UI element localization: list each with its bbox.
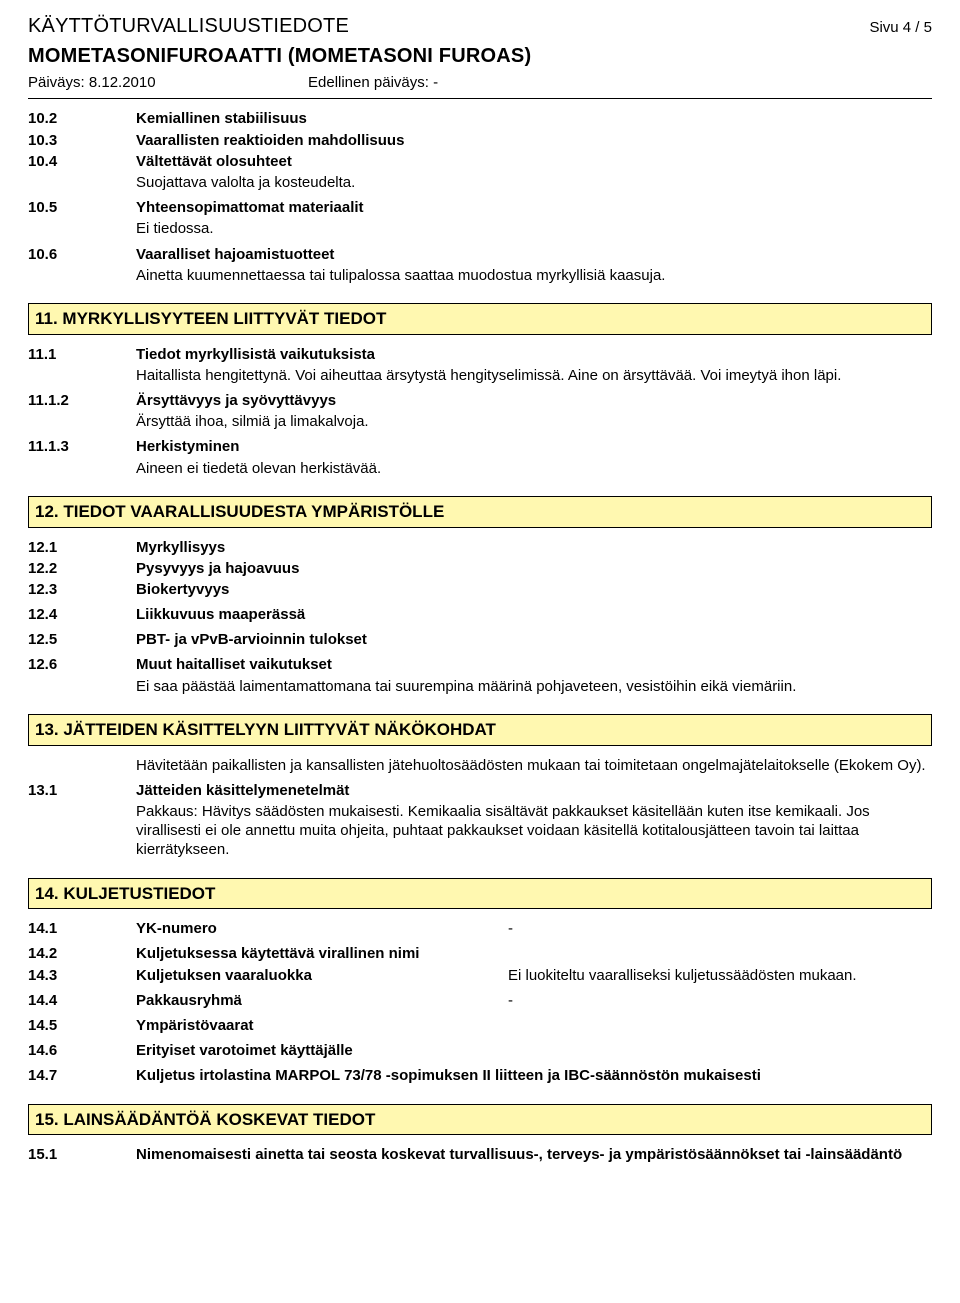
section-13-bar: 13. JÄTTEIDEN KÄSITTELYYN LIITTYVÄT NÄKÖ… — [28, 714, 932, 746]
num-12-5: 12.5 — [28, 630, 136, 649]
num-14-3: 14.3 — [28, 966, 136, 985]
label-15-1: Nimenomaisesti ainetta tai seosta koskev… — [136, 1145, 902, 1164]
row-15-1: 15.1 Nimenomaisesti ainetta tai seosta k… — [28, 1145, 932, 1164]
label-12-3: Biokertyvyys — [136, 580, 229, 599]
num-13-1: 13.1 — [28, 781, 136, 800]
row-14-2: 14.2 Kuljetuksessa käytettävä virallinen… — [28, 944, 932, 963]
row-12-5: 12.5 PBT- ja vPvB-arvioinnin tulokset — [28, 630, 932, 649]
row-14-1: 14.1 YK-numero - — [28, 919, 932, 938]
num-10-4: 10.4 — [28, 152, 136, 171]
doc-date: Päiväys: 8.12.2010 — [28, 73, 308, 92]
body-10-4: Suojattava valolta ja kosteudelta. — [136, 173, 932, 192]
row-12-2: 12.2 Pysyvyys ja hajoavuus — [28, 559, 932, 578]
label-12-1: Myrkyllisyys — [136, 538, 225, 557]
hdr-row-dates: Päiväys: 8.12.2010 Edellinen päiväys: - — [28, 73, 932, 92]
val-14-4: - — [508, 991, 513, 1010]
page-indicator: Sivu 4 / 5 — [869, 18, 932, 37]
num-15-1: 15.1 — [28, 1145, 136, 1164]
row-10-6: 10.6 Vaaralliset hajoamistuotteet — [28, 245, 932, 264]
num-14-6: 14.6 — [28, 1041, 136, 1060]
val-14-1: - — [508, 919, 513, 938]
label-10-4: Vältettävät olosuhteet — [136, 152, 292, 171]
num-10-5: 10.5 — [28, 198, 136, 217]
section-14-bar: 14. KULJETUSTIEDOT — [28, 878, 932, 910]
row-14-3: 14.3 Kuljetuksen vaaraluokka Ei luokitel… — [28, 966, 932, 985]
body-10-5: Ei tiedossa. — [136, 219, 932, 238]
row-10-5: 10.5 Yhteensopimattomat materiaalit — [28, 198, 932, 217]
intro-13: Hävitetään paikallisten ja kansallisten … — [136, 756, 932, 775]
num-12-6: 12.6 — [28, 655, 136, 674]
body-10-6: Ainetta kuumennettaessa tai tulipalossa … — [136, 266, 932, 285]
label-10-6: Vaaralliset hajoamistuotteet — [136, 245, 334, 264]
num-14-4: 14.4 — [28, 991, 136, 1010]
num-14-1: 14.1 — [28, 919, 136, 938]
label-14-6: Erityiset varotoimet käyttäjälle — [136, 1041, 508, 1060]
row-12-4: 12.4 Liikkuvuus maaperässä — [28, 605, 932, 624]
doc-header: KÄYTTÖTURVALLISUUSTIEDOTE Sivu 4 / 5 MOM… — [28, 14, 932, 99]
label-14-1: YK-numero — [136, 919, 508, 938]
row-12-1: 12.1 Myrkyllisyys — [28, 538, 932, 557]
label-12-6: Muut haitalliset vaikutukset — [136, 655, 332, 674]
doc-prev-date: Edellinen päiväys: - — [308, 73, 438, 92]
row-10-2: 10.2 Kemiallinen stabiilisuus — [28, 109, 932, 128]
row-13-1: 13.1 Jätteiden käsittelymenetelmät — [28, 781, 932, 800]
row-14-5: 14.5 Ympäristövaarat — [28, 1016, 932, 1035]
label-14-2: Kuljetuksessa käytettävä virallinen nimi — [136, 944, 508, 963]
label-10-2: Kemiallinen stabiilisuus — [136, 109, 307, 128]
row-12-3: 12.3 Biokertyvyys — [28, 580, 932, 599]
row-11-1-2: 11.1.2 Ärsyttävyys ja syövyttävyys — [28, 391, 932, 410]
row-11-1: 11.1 Tiedot myrkyllisistä vaikutuksista — [28, 345, 932, 364]
body-12-6: Ei saa päästää laimentamattomana tai suu… — [136, 677, 932, 696]
label-10-5: Yhteensopimattomat materiaalit — [136, 198, 364, 217]
row-12-6: 12.6 Muut haitalliset vaikutukset — [28, 655, 932, 674]
doc-title: KÄYTTÖTURVALLISUUSTIEDOTE — [28, 14, 349, 40]
label-10-3: Vaarallisten reaktioiden mahdollisuus — [136, 131, 404, 150]
section-15-bar: 15. LAINSÄÄDÄNTÖÄ KOSKEVAT TIEDOT — [28, 1104, 932, 1136]
label-11-1: Tiedot myrkyllisistä vaikutuksista — [136, 345, 375, 364]
label-14-7: Kuljetus irtolastina MARPOL 73/78 -sopim… — [136, 1066, 761, 1085]
body-13-1: Pakkaus: Hävitys säädösten mukaisesti. K… — [136, 802, 932, 860]
body-11-1-3: Aineen ei tiedetä olevan herkistävää. — [136, 459, 932, 478]
row-14-4: 14.4 Pakkausryhmä - — [28, 991, 932, 1010]
row-14-6: 14.6 Erityiset varotoimet käyttäjälle — [28, 1041, 932, 1060]
row-10-4: 10.4 Vältettävät olosuhteet — [28, 152, 932, 171]
label-12-4: Liikkuvuus maaperässä — [136, 605, 305, 624]
num-10-6: 10.6 — [28, 245, 136, 264]
num-12-2: 12.2 — [28, 559, 136, 578]
label-13-1: Jätteiden käsittelymenetelmät — [136, 781, 349, 800]
label-14-3: Kuljetuksen vaaraluokka — [136, 966, 508, 985]
body-11-1: Haitallista hengitettynä. Voi aiheuttaa … — [136, 366, 932, 385]
num-11-1: 11.1 — [28, 345, 136, 364]
num-11-1-2: 11.1.2 — [28, 391, 136, 410]
num-14-7: 14.7 — [28, 1066, 136, 1085]
num-12-1: 12.1 — [28, 538, 136, 557]
num-10-3: 10.3 — [28, 131, 136, 150]
hdr-row-1: KÄYTTÖTURVALLISUUSTIEDOTE Sivu 4 / 5 — [28, 14, 932, 40]
label-11-1-3: Herkistyminen — [136, 437, 239, 456]
row-11-1-3: 11.1.3 Herkistyminen — [28, 437, 932, 456]
section-12-bar: 12. TIEDOT VAARALLISUUDESTA YMPÄRISTÖLLE — [28, 496, 932, 528]
num-12-3: 12.3 — [28, 580, 136, 599]
row-10-3: 10.3 Vaarallisten reaktioiden mahdollisu… — [28, 131, 932, 150]
num-10-2: 10.2 — [28, 109, 136, 128]
row-14-7: 14.7 Kuljetus irtolastina MARPOL 73/78 -… — [28, 1066, 932, 1085]
label-14-4: Pakkausryhmä — [136, 991, 508, 1010]
label-11-1-2: Ärsyttävyys ja syövyttävyys — [136, 391, 336, 410]
num-11-1-3: 11.1.3 — [28, 437, 136, 456]
body-11-1-2: Ärsyttää ihoa, silmiä ja limakalvoja. — [136, 412, 932, 431]
num-14-2: 14.2 — [28, 944, 136, 963]
doc-subtitle: MOMETASONIFUROAATTI (MOMETASONI FUROAS) — [28, 44, 932, 70]
section-11-bar: 11. MYRKYLLISYYTEEN LIITTYVÄT TIEDOT — [28, 303, 932, 335]
label-12-5: PBT- ja vPvB-arvioinnin tulokset — [136, 630, 367, 649]
val-14-3: Ei luokiteltu vaaralliseksi kuljetussääd… — [508, 966, 857, 985]
label-12-2: Pysyvyys ja hajoavuus — [136, 559, 299, 578]
label-14-5: Ympäristövaarat — [136, 1016, 508, 1035]
num-14-5: 14.5 — [28, 1016, 136, 1035]
num-12-4: 12.4 — [28, 605, 136, 624]
